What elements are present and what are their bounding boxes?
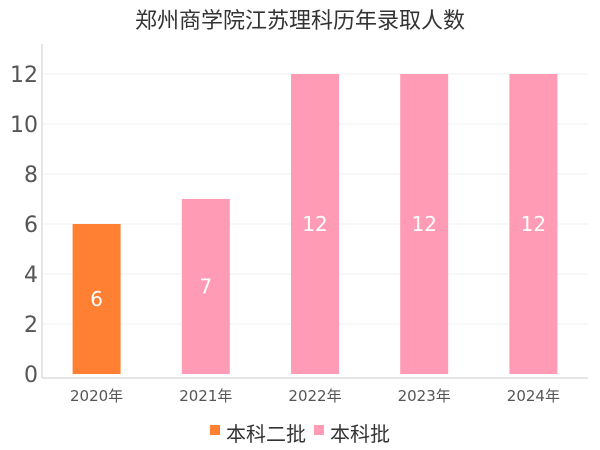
- bar-data-label: 12: [411, 212, 436, 236]
- legend-label: 本科批: [330, 422, 390, 446]
- chart-title: 郑州商学院江苏理科历年录取人数: [135, 9, 465, 34]
- bar: [181, 199, 230, 374]
- axes: [41, 44, 588, 379]
- y-tick-label: 2: [24, 313, 38, 338]
- x-axis-ticks: 2020年 2021年 2022年 2023年 2024年: [70, 387, 560, 405]
- bar: [291, 74, 339, 374]
- bar-data-label: 12: [521, 212, 546, 236]
- bar-data-label: 7: [199, 275, 212, 299]
- x-tick-label: 2022年: [288, 387, 341, 405]
- y-axis-ticks: 0 2 4 6 8 10 12: [10, 63, 38, 388]
- y-tick-label: 8: [24, 163, 38, 188]
- bar-data-label: 12: [302, 212, 327, 236]
- legend: 本科二批 本科批: [210, 422, 390, 446]
- legend-label: 本科二批: [226, 422, 306, 446]
- bar: [509, 74, 558, 374]
- bar: [72, 224, 121, 374]
- x-tick-label: 2023年: [398, 387, 451, 405]
- y-tick-label: 12: [10, 63, 38, 88]
- y-tick-label: 10: [10, 113, 38, 138]
- y-tick-label: 4: [24, 263, 38, 288]
- bar: [400, 74, 449, 374]
- x-tick-label: 2024年: [507, 387, 560, 405]
- x-tick-label: 2021年: [179, 387, 232, 405]
- y-tick-label: 6: [24, 213, 38, 238]
- legend-swatch: [210, 425, 220, 435]
- y-tick-label: 0: [24, 363, 38, 388]
- bars: 6 7 12 12 12: [72, 74, 558, 374]
- bar-data-label: 6: [90, 287, 103, 311]
- x-tick-label: 2020年: [70, 387, 123, 405]
- legend-swatch: [314, 425, 324, 435]
